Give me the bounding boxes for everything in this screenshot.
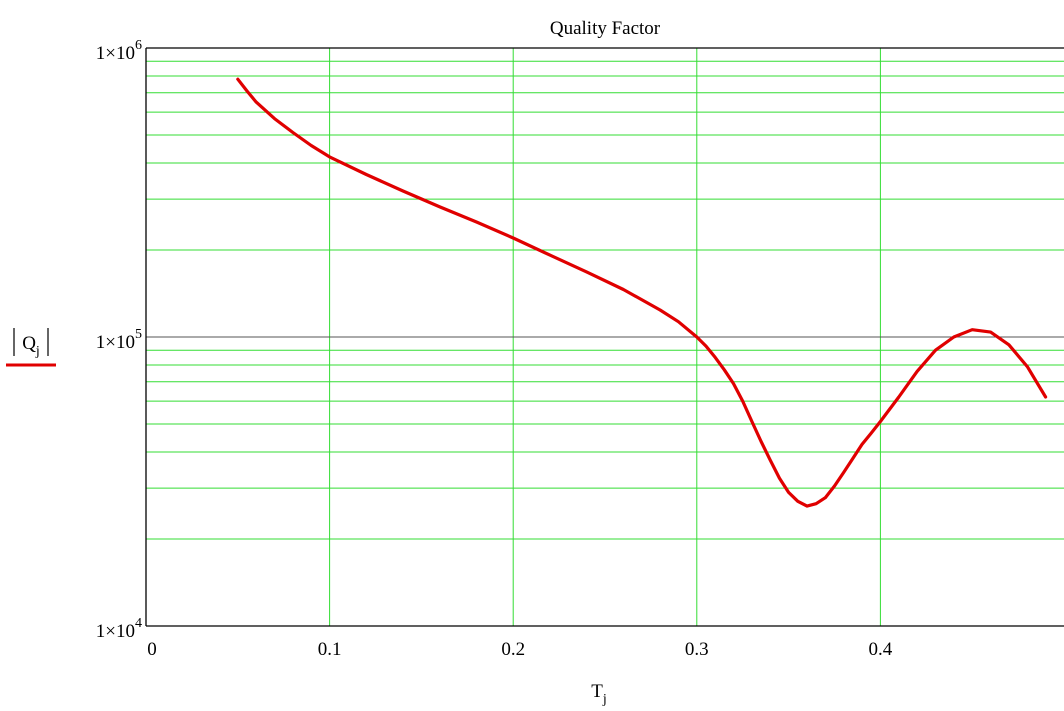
y-tick-label: 1×104 [96, 616, 142, 642]
x-tick-label: 0.2 [501, 639, 525, 660]
x-tick-label: 0.1 [318, 639, 342, 660]
x-tick-label: 0.3 [685, 639, 709, 660]
labels-layer: Quality Factor Tj Qj 0 0.1 0.2 0.3 0.4 1×104 1… [6, 18, 893, 707]
x-axis-label: Tj [591, 681, 607, 707]
svg-text:Qj: Qj [22, 333, 40, 359]
chart-title: Quality Factor [550, 18, 661, 39]
series-line [236, 77, 1048, 508]
x-tick-label: 0.4 [869, 639, 893, 660]
grid-lines [146, 48, 1064, 626]
x-tick-label: 0 [147, 639, 157, 660]
y-tick-label: 1×106 [96, 38, 142, 64]
y-axis-label: Qj [6, 328, 56, 367]
axes [145, 47, 1064, 627]
series-layer [236, 77, 1048, 508]
y-tick-label: 1×105 [96, 327, 142, 353]
